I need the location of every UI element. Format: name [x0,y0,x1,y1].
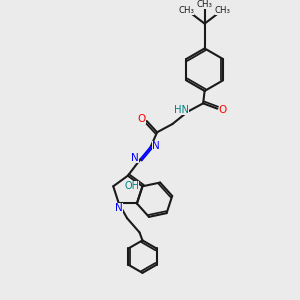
Text: N: N [131,153,139,163]
Text: O: O [218,105,227,115]
Text: CH₃: CH₃ [215,6,231,15]
Text: OH: OH [124,181,140,191]
Text: N: N [152,141,160,151]
Text: O: O [137,114,146,124]
Text: N: N [115,203,123,213]
Text: HN: HN [174,105,189,115]
Text: CH₃: CH₃ [178,6,194,15]
Text: CH₃: CH₃ [196,0,213,9]
